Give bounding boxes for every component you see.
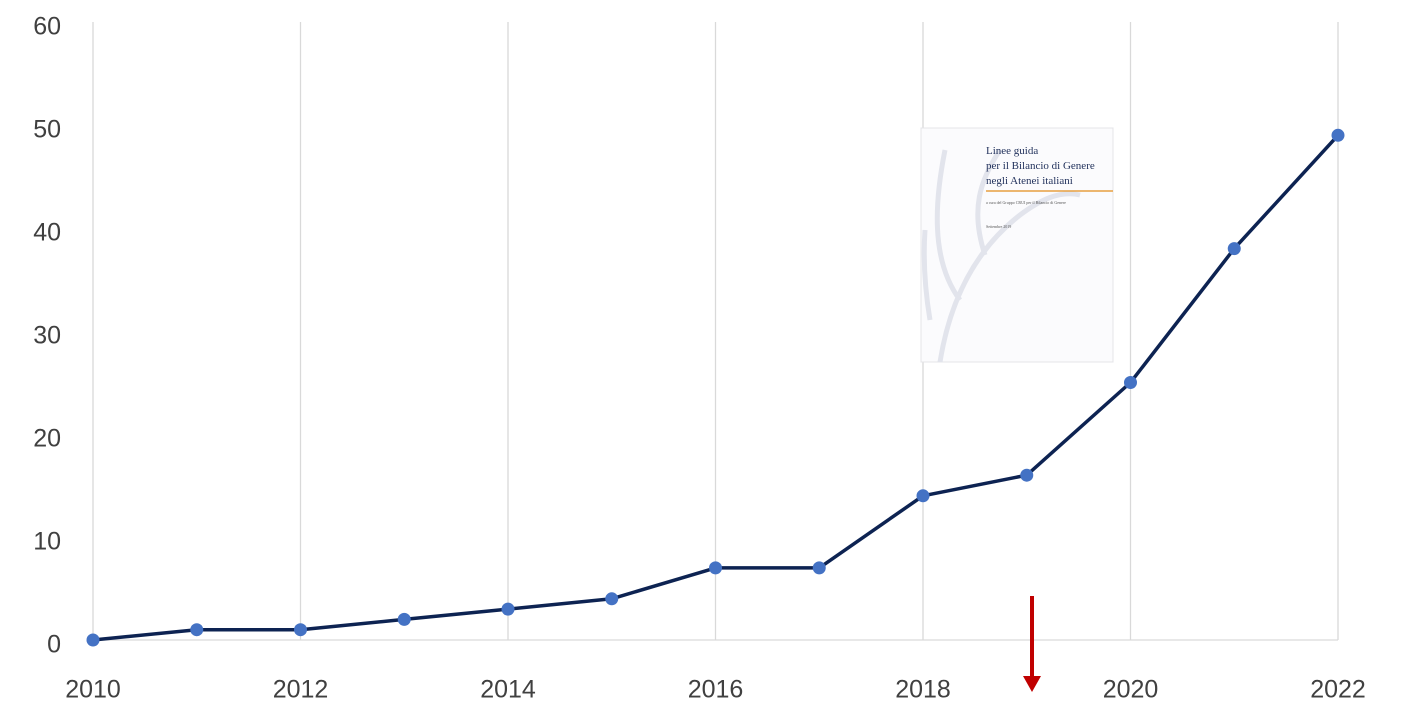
inset-subtitle: a cura del Gruppo CRUI per il Bilancio d… bbox=[986, 200, 1066, 205]
y-tick-label: 40 bbox=[33, 219, 61, 247]
inset-document: Linee guida per il Bilancio di Genere ne… bbox=[921, 128, 1113, 362]
inset-title: per il Bilancio di Genere bbox=[986, 160, 1095, 172]
data-point bbox=[398, 613, 411, 626]
x-tick-label: 2022 bbox=[1310, 676, 1366, 704]
inset-date: Settembre 2019 bbox=[986, 224, 1011, 229]
x-tick-label: 2016 bbox=[688, 676, 744, 704]
x-tick-label: 2014 bbox=[480, 676, 536, 704]
y-tick-label: 10 bbox=[33, 528, 61, 556]
data-point bbox=[1332, 129, 1345, 142]
arrow-head bbox=[1023, 676, 1041, 692]
data-point bbox=[294, 623, 307, 636]
data-point bbox=[709, 561, 722, 574]
y-tick-label: 20 bbox=[33, 425, 61, 453]
data-point bbox=[190, 623, 203, 636]
data-point bbox=[1124, 376, 1137, 389]
y-tick-label: 50 bbox=[33, 116, 61, 144]
arrow bbox=[1023, 596, 1041, 692]
data-point bbox=[605, 592, 618, 605]
data-point bbox=[87, 634, 100, 647]
y-tick-label: 0 bbox=[47, 631, 61, 659]
data-point bbox=[1020, 469, 1033, 482]
x-tick-label: 2012 bbox=[273, 676, 329, 704]
data-point bbox=[813, 561, 826, 574]
x-tick-label: 2020 bbox=[1103, 676, 1159, 704]
y-tick-label: 60 bbox=[33, 13, 61, 41]
x-tick-label: 2010 bbox=[65, 676, 121, 704]
x-tick-label: 2018 bbox=[895, 676, 951, 704]
data-point bbox=[917, 489, 930, 502]
y-tick-label: 30 bbox=[33, 322, 61, 350]
chart: Linee guida per il Bilancio di Genere ne… bbox=[0, 0, 1407, 707]
inset-title: negli Atenei italiani bbox=[986, 175, 1073, 187]
data-point bbox=[1228, 242, 1241, 255]
inset-title: Linee guida bbox=[986, 145, 1038, 157]
data-point bbox=[502, 603, 515, 616]
